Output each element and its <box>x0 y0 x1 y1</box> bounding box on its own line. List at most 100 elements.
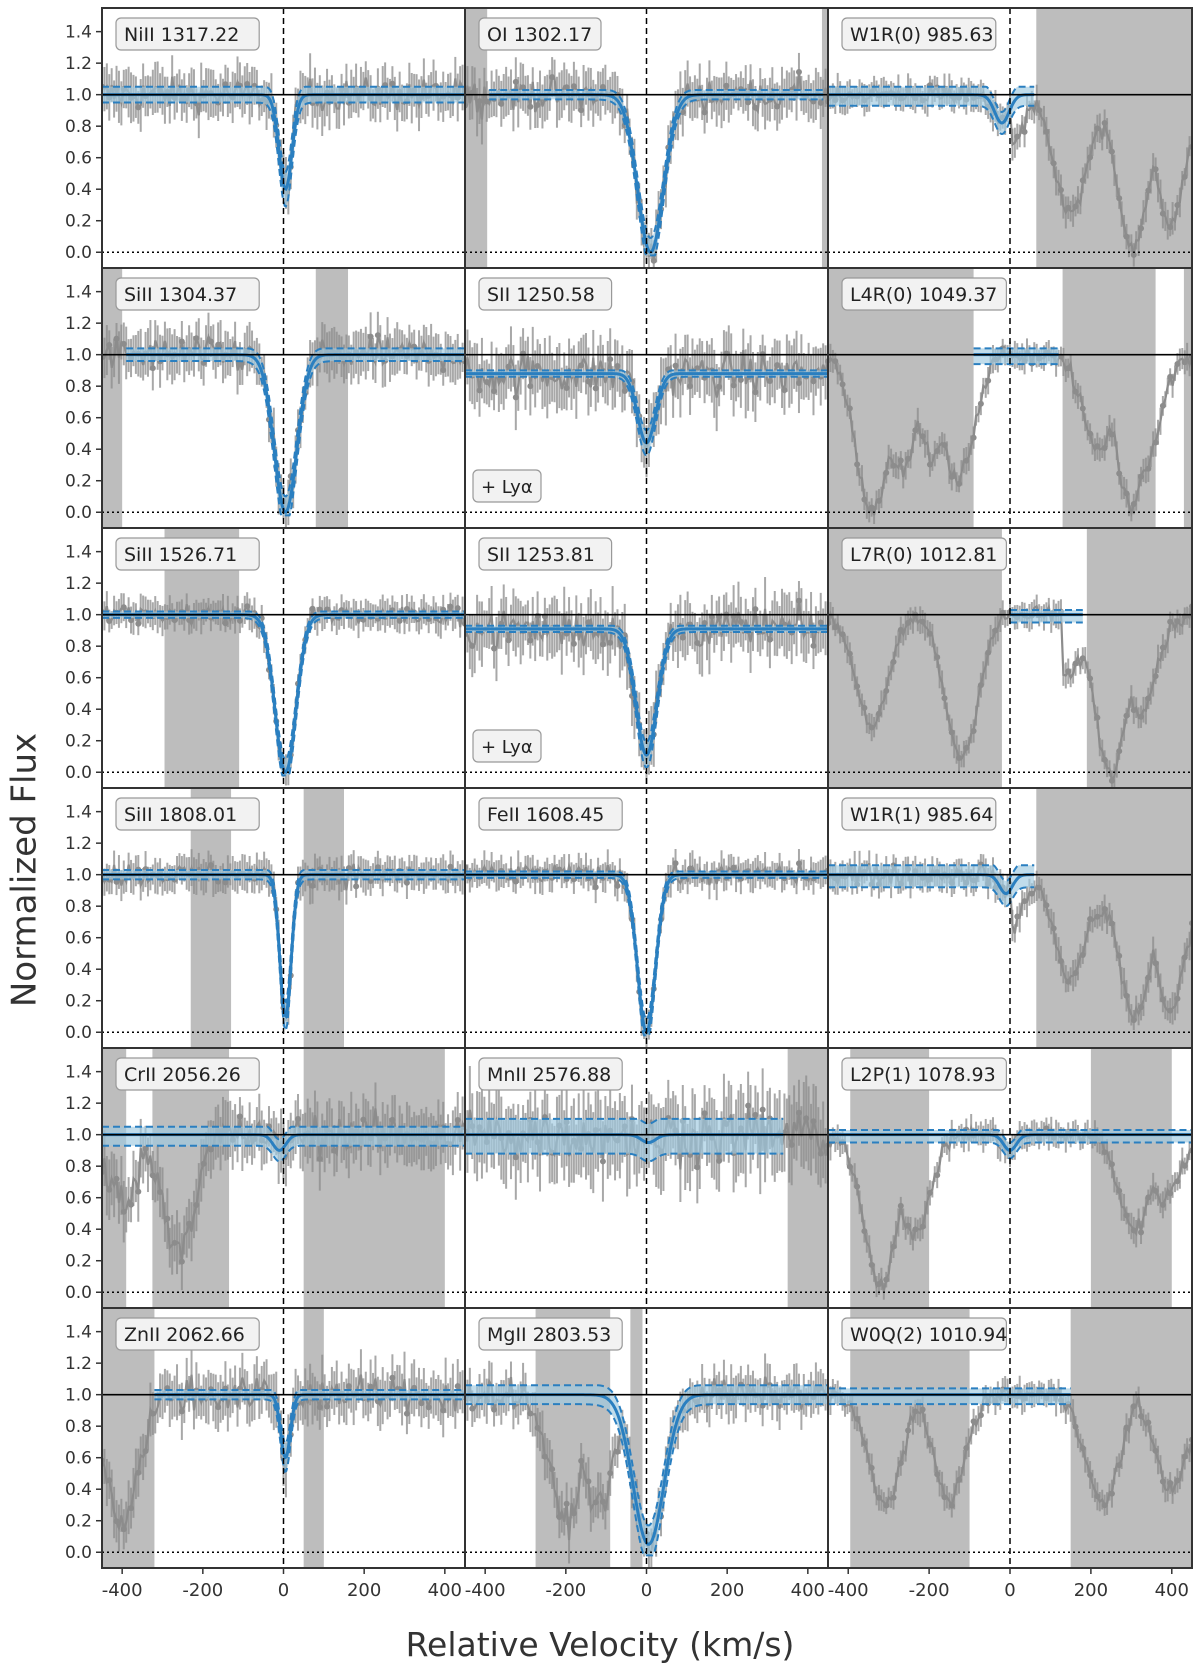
model-uncertainty-band <box>465 1385 828 1556</box>
model-lower-bound <box>828 886 1035 908</box>
y-tick-label: 0.4 <box>65 180 92 200</box>
ion-label-box: W0Q(2) 1010.94 <box>841 1317 1007 1351</box>
ion-label: W1R(0) 985.63 <box>850 24 994 46</box>
x-tick-label: 400 <box>791 1580 825 1601</box>
model-upper-bound <box>102 85 465 174</box>
masked-region <box>303 788 344 1048</box>
ion-label-box: W1R(0) 985.63 <box>841 17 997 51</box>
masked-region <box>828 528 1002 788</box>
masked-region <box>821 8 828 268</box>
y-tick-label: 1.0 <box>65 866 92 886</box>
y-tick-label: 0.8 <box>65 1417 92 1437</box>
model-uncertainty-band <box>828 1388 1071 1405</box>
y-tick-label: 0.2 <box>65 732 92 752</box>
x-axis-label: Relative Velocity (km/s) <box>405 1625 795 1664</box>
y-tick-label: 1.4 <box>65 283 92 303</box>
ion-label: L2P(1) 1078.93 <box>850 1064 996 1086</box>
masked-region <box>190 788 232 1048</box>
y-tick-label: 0.6 <box>65 929 92 949</box>
x-tick-label: 400 <box>1155 1580 1189 1601</box>
y-tick-label: 0.4 <box>65 440 92 460</box>
model-lower-bound <box>465 1403 828 1557</box>
panel-mgii-2803-53: MgII 2803.53 -400 -200 0 200 400 <box>464 1307 829 1601</box>
panel-siii-1526-71: SiII 1526.71 0.0 0.2 0.4 0.6 0.8 1.0 1.2 1.4 <box>65 527 466 789</box>
masked-region <box>164 528 240 788</box>
ion-label: NiII 1317.22 <box>124 24 239 46</box>
ion-label-box: NiII 1317.22 <box>115 17 260 51</box>
masked-region <box>303 1048 445 1308</box>
panel-feii-1608-45: FeII 1608.45 <box>464 787 829 1049</box>
model-lower-bound <box>465 876 828 1037</box>
y-tick-label: 1.2 <box>65 54 92 74</box>
y-tick-label: 0.6 <box>65 669 92 689</box>
ion-label-box: L2P(1) 1078.93 <box>841 1057 1007 1091</box>
ion-label: ZnII 2062.66 <box>124 1324 245 1346</box>
masked-region <box>828 268 974 528</box>
masked-region <box>1183 268 1192 528</box>
model-upper-bound <box>465 1384 828 1527</box>
ion-label-box: SiII 1304.37 <box>115 277 260 311</box>
y-tick-label: 0.0 <box>65 1023 92 1043</box>
y-tick-label: 0.8 <box>65 1157 92 1177</box>
y-tick-label: 0.8 <box>65 637 92 657</box>
masked-region <box>1090 1048 1172 1308</box>
model-profile <box>102 873 465 1019</box>
y-tick-label: 1.0 <box>65 1126 92 1146</box>
masked-region <box>1070 1308 1192 1568</box>
model-upper-bound <box>828 85 1035 113</box>
ion-label: OI 1302.17 <box>487 24 592 46</box>
panel-l2p-1-1078-93: L2P(1) 1078.93 <box>827 1047 1193 1309</box>
y-tick-label: 0.2 <box>65 212 92 232</box>
y-tick-label: 1.4 <box>65 23 92 43</box>
x-tick-label: 200 <box>1074 1580 1108 1601</box>
model-upper-bound <box>465 870 828 1022</box>
panel-siii-1304-37: SiII 1304.37 0.0 0.2 0.4 0.6 0.8 1.0 1.2 1.4 <box>65 267 466 529</box>
model-upper-bound <box>102 610 465 761</box>
ion-label: L4R(0) 1049.37 <box>850 284 997 306</box>
panel-sii-1253-81: SII 1253.81 + Lyα <box>464 527 829 789</box>
y-tick-label: 0.4 <box>65 1220 92 1240</box>
ion-label: CrII 2056.26 <box>124 1064 241 1086</box>
blend-note-text: + Lyα <box>481 477 533 498</box>
model-lower-bound <box>102 616 465 777</box>
model-upper-bound <box>465 624 828 744</box>
y-tick-label: 0.6 <box>65 1189 92 1209</box>
y-tick-label: 0.2 <box>65 1252 92 1272</box>
model-lower-bound <box>828 104 1035 136</box>
x-tick-label: -200 <box>909 1580 950 1601</box>
y-tick-label: 1.0 <box>65 1386 92 1406</box>
y-tick-label: 0.0 <box>65 1543 92 1563</box>
ion-label: MnII 2576.88 <box>487 1064 611 1086</box>
ion-label-box: FeII 1608.45 <box>478 797 623 831</box>
x-tick-label: -400 <box>828 1580 869 1601</box>
panel-sii-1250-58: SII 1250.58 + Lyα <box>464 267 829 529</box>
y-tick-label: 1.4 <box>65 1063 92 1083</box>
masked-region <box>1062 268 1156 528</box>
ion-label-box: W1R(1) 985.64 <box>841 797 997 831</box>
y-axis-label: Normalized Flux <box>6 733 45 1007</box>
y-tick-label: 1.0 <box>65 86 92 106</box>
model-uncertainty-band <box>1010 609 1083 623</box>
y-tick-label: 1.4 <box>65 1323 92 1343</box>
model-upper-bound <box>126 347 465 498</box>
ion-label: SII 1253.81 <box>487 544 595 566</box>
y-tick-label: 1.4 <box>65 803 92 823</box>
x-tick-label: -200 <box>182 1580 223 1601</box>
y-tick-label: 1.2 <box>65 314 92 334</box>
panel-mnii-2576-88: MnII 2576.88 <box>464 1047 829 1309</box>
model-uncertainty-band <box>465 1118 784 1162</box>
masked-region <box>315 268 349 528</box>
panel-w1r-1-985-64: W1R(1) 985.64 <box>827 787 1193 1049</box>
y-tick-label: 1.4 <box>65 543 92 563</box>
masked-region <box>1086 528 1192 788</box>
y-tick-label: 0.0 <box>65 1283 92 1303</box>
y-tick-label: 1.0 <box>65 606 92 626</box>
model-lower-bound <box>465 1152 784 1163</box>
panel-oi-1302-17: OI 1302.17 <box>464 7 829 269</box>
y-axis-label-container: Normalized Flux <box>5 420 46 1320</box>
y-tick-label: 0.0 <box>65 763 92 783</box>
model-lower-bound <box>489 98 824 257</box>
y-tick-label: 0.2 <box>65 1512 92 1532</box>
y-tick-label: 0.8 <box>65 117 92 137</box>
